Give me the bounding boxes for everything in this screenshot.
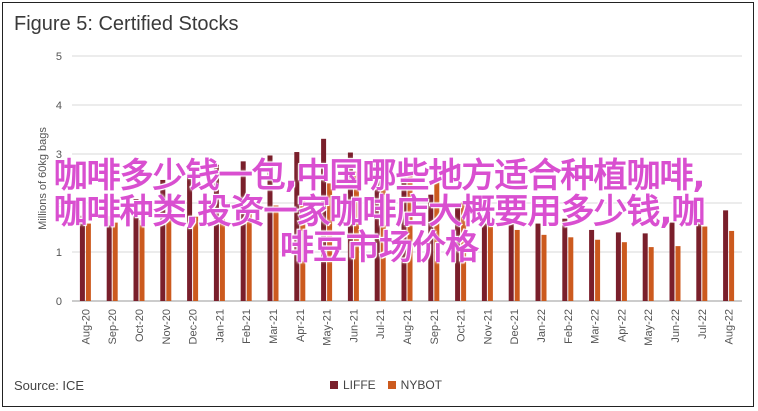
bar-liffe-Jun-22 <box>669 222 675 301</box>
bar-nybot-Mar-22 <box>595 239 601 301</box>
bar-nybot-Apr-22 <box>621 242 627 301</box>
bar-nybot-May-22 <box>648 247 654 301</box>
legend-label-nybot: NYBOT <box>400 378 443 392</box>
bar-nybot-Aug-20 <box>85 223 91 301</box>
bar-nybot-Sep-20 <box>112 222 118 301</box>
y-tick-label: 3 <box>56 149 62 161</box>
y-tick-label: 5 <box>56 51 62 63</box>
bar-liffe-Apr-22 <box>615 232 621 301</box>
bar-liffe-Jun-21 <box>347 152 353 301</box>
bar-nybot-Oct-20 <box>139 220 145 301</box>
x-tick-label: Aug-21 <box>402 309 414 344</box>
bar-nybot-Sep-21 <box>434 177 440 301</box>
chart-title: Figure 5: Certified Stocks <box>14 13 239 35</box>
bar-nybot-Apr-21 <box>300 197 306 301</box>
bar-nybot-Jul-21 <box>380 171 386 301</box>
bar-liffe-Aug-21 <box>401 173 407 301</box>
x-tick-label: Sep-21 <box>429 309 441 344</box>
bar-nybot-Oct-21 <box>461 202 467 301</box>
bar-nybot-Jun-21 <box>353 171 359 301</box>
x-tick-label: Nov-21 <box>482 309 494 344</box>
legend-label-liffe: LIFFE <box>343 378 376 392</box>
x-tick-label: Dec-21 <box>509 309 521 344</box>
bar-nybot-Jul-22 <box>702 226 708 301</box>
bar-liffe-Oct-20 <box>133 199 139 301</box>
x-tick-label: May-22 <box>643 309 655 346</box>
bar-nybot-Feb-21 <box>246 210 252 301</box>
bar-liffe-Oct-21 <box>455 205 461 301</box>
bar-nybot-May-21 <box>327 183 333 301</box>
x-tick-label: Jun-22 <box>670 309 682 343</box>
bar-liffe-Sep-20 <box>106 216 112 301</box>
bar-liffe-Sep-21 <box>428 194 434 301</box>
legend-item-liffe: LIFFE <box>330 378 376 392</box>
bar-liffe-May-21 <box>321 138 327 301</box>
x-tick-label: May-21 <box>322 309 334 346</box>
y-tick-label: 4 <box>56 100 62 112</box>
bar-nybot-Jan-21 <box>219 215 225 301</box>
bar-nybot-Feb-22 <box>568 237 574 301</box>
legend-swatch-nybot <box>387 381 396 389</box>
bar-nybot-Jun-22 <box>675 246 681 301</box>
bar-liffe-Dec-21 <box>508 221 514 301</box>
x-tick-label: Mar-21 <box>268 309 280 344</box>
bar-liffe-Feb-22 <box>562 218 568 301</box>
y-axis-label: Millions of 60kg bags <box>37 127 49 230</box>
x-tick-label: Sep-20 <box>107 309 119 344</box>
x-tick-label: Aug-22 <box>724 309 736 344</box>
bar-nybot-Jan-22 <box>541 234 547 301</box>
bar-nybot-Dec-21 <box>514 229 520 301</box>
x-tick-label: Apr-22 <box>616 309 628 342</box>
bar-liffe-Feb-21 <box>240 161 246 301</box>
bar-liffe-Aug-22 <box>723 210 729 301</box>
bar-nybot-Aug-22 <box>729 230 735 301</box>
bar-nybot-Mar-21 <box>273 205 279 301</box>
x-tick-label: Apr-21 <box>295 309 307 342</box>
x-tick-label: Feb-21 <box>241 309 253 344</box>
x-tick-label: Jun-21 <box>348 309 360 343</box>
x-tick-label: Jul-21 <box>375 309 387 339</box>
y-tick-label: 0 <box>56 296 62 308</box>
x-tick-label: Jan-22 <box>536 309 548 343</box>
legend-swatch-liffe <box>330 381 338 389</box>
bar-liffe-Dec-20 <box>187 173 193 301</box>
bar-liffe-Jan-21 <box>213 164 219 301</box>
bar-liffe-Mar-22 <box>589 229 595 301</box>
bar-liffe-May-22 <box>642 233 648 301</box>
x-tick-label: Dec-20 <box>188 309 200 344</box>
legend-item-nybot: NYBOT <box>387 378 443 392</box>
bar-nybot-Aug-21 <box>407 173 413 301</box>
x-tick-label: Jan-21 <box>214 309 226 343</box>
bar-nybot-Nov-21 <box>487 222 493 301</box>
x-tick-label: Feb-22 <box>563 309 575 344</box>
bar-liffe-Nov-20 <box>160 179 166 301</box>
y-tick-label: 1 <box>56 247 62 259</box>
bar-liffe-Apr-21 <box>294 152 300 301</box>
bar-liffe-Aug-20 <box>79 215 85 301</box>
x-tick-label: Oct-20 <box>134 309 146 342</box>
x-tick-label: Jul-22 <box>697 309 709 339</box>
bar-liffe-Mar-21 <box>267 155 273 301</box>
x-tick-label: Nov-20 <box>161 309 173 344</box>
y-tick-label: 2 <box>56 198 62 210</box>
bar-liffe-Jan-22 <box>535 223 541 301</box>
x-tick-label: Oct-21 <box>456 309 468 342</box>
bar-liffe-Jul-22 <box>696 220 702 301</box>
x-tick-label: Mar-22 <box>590 309 602 344</box>
x-tick-label: Aug-20 <box>80 309 92 344</box>
bar-liffe-Nov-21 <box>481 215 487 301</box>
legend: LIFFE NYBOT <box>330 378 454 392</box>
bar-nybot-Nov-20 <box>166 218 172 301</box>
source-note: Source: ICE <box>14 378 85 393</box>
bar-nybot-Dec-20 <box>193 216 199 301</box>
bar-liffe-Jul-21 <box>374 161 380 301</box>
